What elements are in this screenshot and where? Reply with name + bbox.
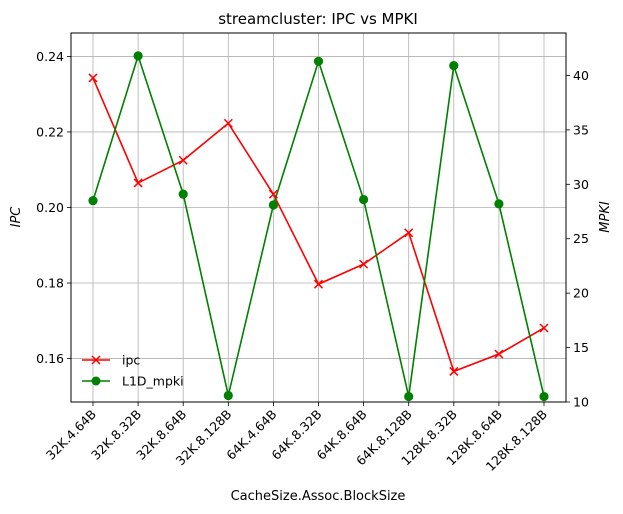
legend-mpki-label: L1D_mpki xyxy=(122,374,184,389)
data-point-ipc xyxy=(133,178,143,188)
series-markers xyxy=(88,51,549,402)
y-axis-title: IPC xyxy=(9,206,24,228)
y2-axis-title: MPKI xyxy=(598,201,613,233)
legend: ipc L1D_mpki xyxy=(82,353,184,389)
legend-mpki-marker xyxy=(91,376,101,386)
data-point-ipc xyxy=(449,366,459,376)
data-point-mpki xyxy=(539,391,549,402)
y-tick-label: 0.16 xyxy=(36,351,64,366)
data-point-ipc xyxy=(313,279,324,289)
data-point-ipc xyxy=(88,73,98,83)
legend-ipc-marker xyxy=(91,355,101,365)
data-point-mpki xyxy=(223,390,233,401)
data-point-mpki xyxy=(88,196,98,206)
chart-title: streamcluster: IPC vs MPKI xyxy=(218,10,418,28)
y-tick-label: 0.18 xyxy=(36,276,64,291)
data-point-mpki xyxy=(178,189,188,199)
y2-tick-label: 40 xyxy=(573,68,589,83)
data-point-ipc xyxy=(404,228,414,238)
data-point-mpki xyxy=(404,391,414,402)
data-point-mpki xyxy=(133,51,143,61)
data-point-ipc xyxy=(223,118,233,128)
data-point-ipc xyxy=(268,189,278,199)
grid xyxy=(71,33,566,402)
data-point-mpki xyxy=(313,56,324,66)
y2-tick-label: 20 xyxy=(573,286,589,301)
y-tick-label: 0.22 xyxy=(36,124,64,139)
data-point-ipc xyxy=(178,155,188,165)
ticks: 32K.4.64B32K.8.32B32K.8.64B32K.8.128B64K… xyxy=(36,49,589,474)
data-point-mpki xyxy=(359,194,369,205)
data-point-mpki xyxy=(449,61,459,71)
y2-tick-label: 25 xyxy=(573,231,589,246)
y2-tick-label: 15 xyxy=(573,340,589,355)
x-axis-title: CacheSize.Assoc.BlockSize xyxy=(231,489,406,504)
data-point-mpki xyxy=(494,199,504,209)
legend-ipc-label: ipc xyxy=(122,353,140,368)
data-point-mpki xyxy=(268,200,278,210)
data-point-ipc xyxy=(494,349,504,359)
y2-tick-label: 10 xyxy=(573,395,589,410)
data-point-ipc xyxy=(539,323,549,333)
data-point-ipc xyxy=(359,259,369,269)
y2-tick-label: 35 xyxy=(573,122,589,137)
y-tick-label: 0.20 xyxy=(36,200,64,215)
y-tick-label: 0.24 xyxy=(36,49,64,64)
y2-tick-label: 30 xyxy=(573,177,589,192)
